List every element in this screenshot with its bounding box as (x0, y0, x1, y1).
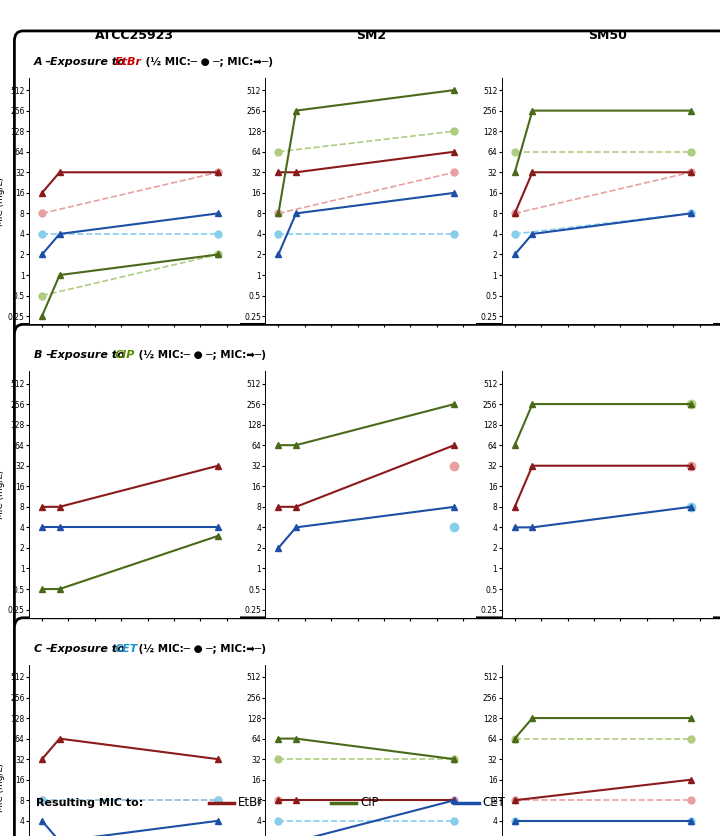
Text: (½ MIC:─ ● ─; MIC:➡─): (½ MIC:─ ● ─; MIC:➡─) (135, 350, 266, 360)
Text: Exposure to: Exposure to (50, 644, 128, 654)
Text: (½ MIC:─ ● ─; MIC:➡─): (½ MIC:─ ● ─; MIC:➡─) (135, 644, 266, 654)
Text: SM50: SM50 (588, 28, 626, 42)
Text: EtBr: EtBr (238, 796, 263, 809)
Y-axis label: MIC (mg/L): MIC (mg/L) (0, 470, 5, 519)
Text: Exposure to: Exposure to (50, 57, 128, 67)
Text: CET: CET (482, 796, 505, 809)
Text: EtBr: EtBr (114, 57, 142, 67)
Text: B –: B – (34, 350, 55, 360)
Y-axis label: MIC (mg/L): MIC (mg/L) (0, 763, 5, 813)
Text: Resulting MIC to:: Resulting MIC to: (36, 798, 143, 808)
Text: SM2: SM2 (356, 28, 386, 42)
Text: C –: C – (34, 644, 55, 654)
Text: CIP: CIP (114, 350, 135, 360)
Text: ATCC25923: ATCC25923 (95, 28, 174, 42)
Text: A –: A – (34, 57, 56, 67)
Text: CET: CET (114, 644, 138, 654)
Text: (½ MIC:─ ● ─; MIC:➡─): (½ MIC:─ ● ─; MIC:➡─) (142, 57, 273, 67)
Text: Exposure to: Exposure to (50, 350, 128, 360)
Y-axis label: MIC (mg/L): MIC (mg/L) (0, 176, 5, 226)
Text: CIP: CIP (360, 796, 379, 809)
